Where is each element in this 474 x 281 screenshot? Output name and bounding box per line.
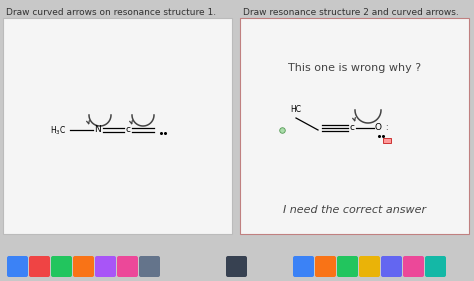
Text: c: c — [126, 126, 130, 135]
FancyBboxPatch shape — [315, 256, 336, 277]
FancyBboxPatch shape — [51, 256, 72, 277]
FancyBboxPatch shape — [73, 256, 94, 277]
Text: H$_3$C: H$_3$C — [50, 125, 66, 137]
FancyBboxPatch shape — [403, 256, 424, 277]
FancyBboxPatch shape — [95, 256, 116, 277]
Text: Draw resonance structure 2 and curved arrows.: Draw resonance structure 2 and curved ar… — [243, 8, 459, 17]
Text: O: O — [374, 124, 382, 133]
FancyBboxPatch shape — [3, 18, 232, 234]
FancyBboxPatch shape — [381, 256, 402, 277]
Text: This one is wrong why ?: This one is wrong why ? — [289, 63, 421, 73]
Text: c: c — [349, 124, 355, 133]
FancyBboxPatch shape — [383, 138, 391, 143]
Text: N: N — [95, 126, 101, 135]
FancyBboxPatch shape — [7, 256, 28, 277]
FancyBboxPatch shape — [139, 256, 160, 277]
FancyBboxPatch shape — [226, 256, 247, 277]
FancyBboxPatch shape — [29, 256, 50, 277]
Text: :: : — [385, 123, 387, 132]
FancyBboxPatch shape — [425, 256, 446, 277]
FancyBboxPatch shape — [240, 18, 469, 234]
FancyBboxPatch shape — [293, 256, 314, 277]
Text: Draw curved arrows on resonance structure 1.: Draw curved arrows on resonance structur… — [6, 8, 216, 17]
Text: I need the correct answer: I need the correct answer — [283, 205, 427, 215]
FancyBboxPatch shape — [337, 256, 358, 277]
FancyBboxPatch shape — [359, 256, 380, 277]
FancyBboxPatch shape — [117, 256, 138, 277]
Text: HC: HC — [290, 105, 301, 114]
